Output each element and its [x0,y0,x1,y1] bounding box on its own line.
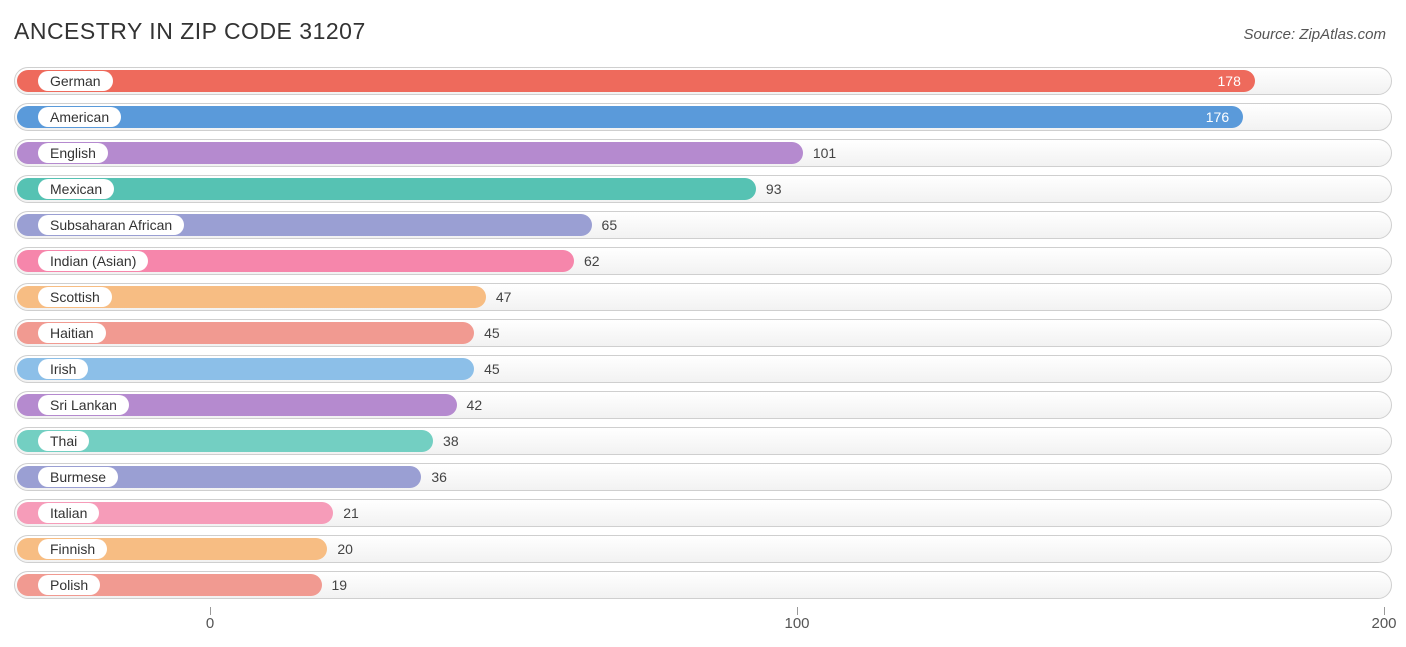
ancestry-chart: ANCESTRY IN ZIP CODE 31207 Source: ZipAt… [0,0,1406,647]
chart-source: Source: ZipAtlas.com [1243,26,1386,43]
axis-tick-label: 100 [784,615,809,632]
bar-fill [17,178,756,200]
axis-tick-label: 0 [206,615,214,632]
bar-row: Italian 21 [14,499,1396,527]
bar-label: English [38,143,108,163]
bar-label: Scottish [38,287,112,307]
bar-label: Sri Lankan [38,395,129,415]
bar-value: 47 [496,283,512,311]
bar-value: 176 [1206,103,1229,131]
bar-row: Indian (Asian) 62 [14,247,1396,275]
bar-value: 36 [431,463,447,491]
bar-value: 21 [343,499,359,527]
bar-row: Finnish 20 [14,535,1396,563]
bar-value: 45 [484,355,500,383]
bar-value: 178 [1218,67,1241,95]
axis-tick [1384,607,1385,615]
bar-value: 42 [467,391,483,419]
bar-row: Sri Lankan 42 [14,391,1396,419]
axis-tick [210,607,211,615]
bar-row: Haitian 45 [14,319,1396,347]
chart-title: ANCESTRY IN ZIP CODE 31207 [14,18,366,45]
bar-fill [17,106,1243,128]
bar-value: 19 [332,571,348,599]
bar-label: Irish [38,359,88,379]
bar-label: Finnish [38,539,107,559]
bar-label: Subsaharan African [38,215,184,235]
bar-label: American [38,107,121,127]
bar-fill [17,70,1255,92]
bar-row: English 101 [14,139,1396,167]
bar-label: Indian (Asian) [38,251,148,271]
bar-row: Burmese 36 [14,463,1396,491]
bar-label: Haitian [38,323,106,343]
bar-value: 101 [813,139,836,167]
axis-tick-label: 200 [1371,615,1396,632]
bar-label: Polish [38,575,100,595]
bar-row: Mexican 93 [14,175,1396,203]
bar-label: Mexican [38,179,114,199]
axis-tick [797,607,798,615]
bar-value: 38 [443,427,459,455]
bar-row: Polish 19 [14,571,1396,599]
bar-label: German [38,71,113,91]
bar-row: German 178 [14,67,1396,95]
chart-plot-area: German 178 American 176 English 101 Mexican 93 S… [14,67,1396,637]
bar-value: 93 [766,175,782,203]
x-axis: 0100200 [14,607,1392,637]
bar-value: 20 [337,535,353,563]
bar-row: American 176 [14,103,1396,131]
chart-header: ANCESTRY IN ZIP CODE 31207 Source: ZipAt… [14,18,1396,45]
bar-value: 62 [584,247,600,275]
bar-row: Scottish 47 [14,283,1396,311]
bar-label: Burmese [38,467,118,487]
bar-value: 45 [484,319,500,347]
bar-label: Thai [38,431,89,451]
bar-fill [17,142,803,164]
bar-value: 65 [602,211,618,239]
bar-row: Irish 45 [14,355,1396,383]
bar-row: Subsaharan African 65 [14,211,1396,239]
bar-label: Italian [38,503,99,523]
bar-row: Thai 38 [14,427,1396,455]
